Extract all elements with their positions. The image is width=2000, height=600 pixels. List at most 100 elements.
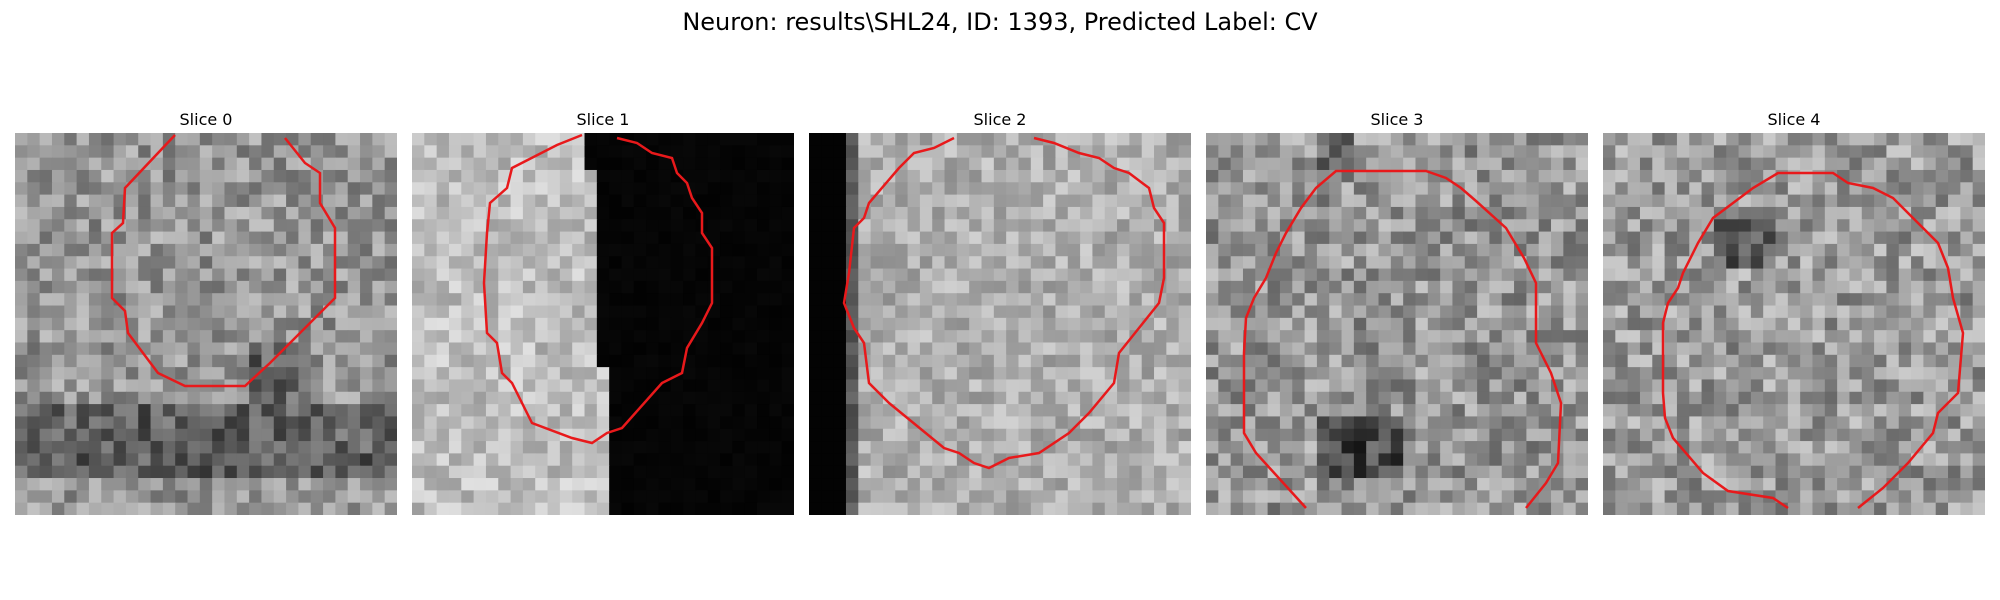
pixel-cell <box>1849 133 1863 146</box>
pixel-cell <box>584 194 598 208</box>
pixel-cell <box>1837 206 1851 220</box>
pixel-cell <box>1898 391 1912 405</box>
pixel-cell <box>1018 268 1032 282</box>
pixel-cell <box>1948 243 1961 257</box>
pixel-cell <box>187 404 201 418</box>
pixel-cell <box>1627 231 1641 245</box>
pixel-cell <box>1861 404 1875 418</box>
pixel-cell <box>1117 145 1130 159</box>
pixel-cell <box>658 206 672 220</box>
pixel-cell <box>199 354 213 368</box>
pixel-cell <box>412 206 425 220</box>
pixel-cell <box>1230 280 1244 294</box>
pixel-cell <box>1538 428 1552 442</box>
pixel-cell <box>944 243 958 257</box>
pixel-cell <box>461 169 475 183</box>
pixel-cell <box>1267 428 1281 442</box>
pixel-cell <box>1242 133 1256 146</box>
pixel-cell <box>1055 404 1069 418</box>
pixel-cell <box>1713 354 1727 368</box>
pixel-cell <box>1874 502 1888 515</box>
pixel-cell <box>236 169 250 183</box>
pixel-cell <box>310 478 324 491</box>
pixel-cell <box>981 243 995 257</box>
pixel-cell <box>1726 280 1740 294</box>
pixel-cell <box>1452 293 1466 307</box>
pixel-cell <box>310 157 324 171</box>
pixel-cell <box>1738 206 1752 220</box>
pixel-cell <box>461 379 475 393</box>
pixel-cell <box>1018 206 1032 220</box>
pixel-cell <box>347 243 361 257</box>
pixel-cell <box>138 502 152 515</box>
pixel-cell <box>1267 354 1281 368</box>
pixel-cell <box>621 305 635 319</box>
pixel-cell <box>609 243 623 257</box>
pixel-cell <box>1477 243 1491 257</box>
pixel-cell <box>1329 453 1343 467</box>
pixel-cell <box>1563 330 1577 344</box>
pixel-cell <box>1366 379 1380 393</box>
pixel-cell <box>1824 428 1838 442</box>
pixel-cell <box>1018 133 1032 146</box>
pixel-cell <box>1812 502 1826 515</box>
pixel-cell <box>125 502 139 515</box>
pixel-cell <box>919 243 933 257</box>
pixel-cell <box>424 293 438 307</box>
pixel-cell <box>1960 416 1974 430</box>
pixel-cell <box>1206 256 1219 270</box>
pixel-cell <box>360 268 373 282</box>
pixel-cell <box>1664 490 1678 504</box>
pixel-cell <box>1652 293 1666 307</box>
pixel-cell <box>535 354 549 368</box>
pixel-cell <box>1117 243 1130 257</box>
pixel-cell <box>1603 391 1616 405</box>
pixel-cell <box>981 441 995 454</box>
pixel-cell <box>1563 465 1577 479</box>
pixel-cell <box>821 219 835 233</box>
pixel-cell <box>64 330 78 344</box>
pixel-cell <box>261 490 275 504</box>
pixel-cell <box>27 367 41 381</box>
pixel-cell <box>993 428 1007 442</box>
pixel-cell <box>845 194 859 208</box>
pixel-cell <box>969 354 983 368</box>
pixel-cell <box>424 145 438 159</box>
pixel-cell <box>261 404 275 418</box>
pixel-cell <box>412 404 425 418</box>
pixel-cell <box>1861 293 1875 307</box>
pixel-cell <box>323 502 336 515</box>
pixel-cell <box>1043 502 1057 515</box>
pixel-cell <box>1935 502 1949 515</box>
pixel-cell <box>1030 256 1044 270</box>
pixel-cell <box>473 243 487 257</box>
pixel-cell <box>1551 268 1564 282</box>
pixel-cell <box>559 330 573 344</box>
pixel-cell <box>76 354 90 368</box>
pixel-cell <box>993 367 1007 381</box>
pixel-cell <box>27 268 41 282</box>
pixel-cell <box>125 280 139 294</box>
pixel-cell <box>1763 194 1777 208</box>
pixel-cell <box>1603 243 1616 257</box>
pixel-cell <box>1923 354 1937 368</box>
pixel-cell <box>236 478 250 491</box>
pixel-cell <box>39 219 53 233</box>
pixel-cell <box>1141 478 1155 491</box>
pixel-cell <box>932 256 946 270</box>
pixel-cell <box>1627 502 1641 515</box>
pixel-cell <box>1713 157 1727 171</box>
pixel-cell <box>1501 428 1515 442</box>
pixel-cell <box>1812 379 1826 393</box>
pixel-cell <box>1551 206 1564 220</box>
pixel-cell <box>1824 133 1838 146</box>
pixel-cell <box>39 379 53 393</box>
pixel-cell <box>1800 404 1814 418</box>
pixel-cell <box>1030 280 1044 294</box>
pixel-cell <box>261 367 275 381</box>
pixel-cell <box>236 465 250 479</box>
pixel-cell <box>1874 268 1888 282</box>
pixel-cell <box>1092 268 1106 282</box>
pixel-cell <box>1067 317 1081 331</box>
pixel-cell <box>335 133 349 146</box>
